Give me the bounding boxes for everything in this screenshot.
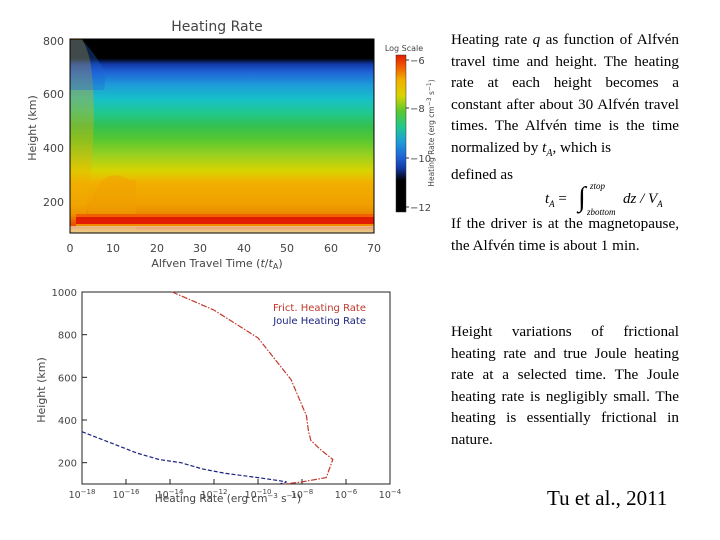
caption-profile: Height variations of frictional heating … <box>451 323 679 448</box>
heatmap-plot-area <box>69 38 375 234</box>
profile-y-tick: 200 <box>58 459 77 470</box>
profile-x-tick: 10−6 <box>335 488 358 501</box>
heatmap-x-tick: 50 <box>280 242 294 255</box>
defined-as: defined as <box>451 166 513 184</box>
profile-y-tick: 800 <box>58 331 77 342</box>
colorbar-title: Log Scale <box>385 44 423 53</box>
profile-x-tick: 10−18 <box>69 488 96 501</box>
joule-heating-curve <box>81 431 287 485</box>
profile-y-axis: Height (km) 1000 800 600 400 200 <box>35 288 87 470</box>
profile-x-axis: Heating Rate (erg cm−3 s−1) 10−18 10−16 10… <box>69 479 402 505</box>
colorbar-label: Heating Rate (erg cm−3 s−1) <box>426 79 436 186</box>
heating-rate-heatmap-figure: Heating Rate 200 400 600 800 Height (km)… <box>26 19 436 271</box>
heating-rate-profile-figure: Height (km) 1000 800 600 400 200 Heating Rat… <box>35 288 402 505</box>
heatmap-peak-band <box>76 217 374 224</box>
profile-x-label: Heating Rate (erg cm−3 s−1) <box>155 492 301 505</box>
profile-x-tick: 10−12 <box>201 488 228 501</box>
legend-frict: Frict. Heating Rate <box>273 303 366 314</box>
heatmap-title: Heating Rate <box>171 19 262 35</box>
profile-x-tick: 10−4 <box>379 488 402 501</box>
profile-y-label: Height (km) <box>35 357 48 423</box>
legend-joule: Joule Heating Rate <box>272 316 366 327</box>
profile-x-tick: 10−10 <box>245 488 272 501</box>
profile-y-tick: 400 <box>58 416 77 427</box>
heatmap-colorbar: Log Scale −6 −8 −10 −12 Heating Rate (er… <box>385 44 436 214</box>
heatmap-x-tick: 0 <box>67 242 74 255</box>
heatmap-x-tick: 10 <box>106 242 120 255</box>
heatmap-x-tick: 40 <box>237 242 251 255</box>
profile-y-tick: 600 <box>58 373 77 384</box>
heatmap-y-tick: 200 <box>43 196 64 209</box>
profile-legend: Frict. Heating Rate Joule Heating Rate <box>272 303 366 327</box>
colorbar-tick: −10 <box>410 154 431 165</box>
heatmap-x-tick: 70 <box>367 242 381 255</box>
heatmap-y-tick: 400 <box>43 142 64 155</box>
heatmap-y-axis: 200 400 600 800 Height (km) <box>26 35 64 209</box>
caption-heatmap: Heating rate q as function of Alfvén tra… <box>451 29 679 186</box>
heatmap-y-label: Height (km) <box>26 95 39 161</box>
colorbar-tick: −12 <box>410 203 431 214</box>
colorbar-tick: −8 <box>410 104 425 115</box>
heatmap-x-label: Alfven Travel Time (t/tA) <box>151 257 282 271</box>
heatmap-x-axis: 0 10 20 30 40 50 60 70 Alfven Travel Tim… <box>67 242 382 271</box>
heatmap-x-tick: 60 <box>324 242 338 255</box>
heatmap-y-tick: 600 <box>43 88 64 101</box>
profile-y-tick: 1000 <box>52 288 77 299</box>
caption-alfven-time: If the driver is at the magnetopause, th… <box>451 215 679 254</box>
colorbar-tick: −6 <box>410 56 425 67</box>
profile-x-tick: 10−14 <box>157 488 184 501</box>
heatmap-x-tick: 20 <box>150 242 164 255</box>
alfven-time-formula: tA = ∫ ztop zbottom dz / VA <box>545 181 663 217</box>
frictional-heating-curve <box>171 291 334 485</box>
integral-sign: ∫ <box>578 182 586 213</box>
profile-x-tick: 10−16 <box>113 488 140 501</box>
heatmap-y-tick: 800 <box>43 35 64 48</box>
colorbar-scale <box>395 54 407 213</box>
citation: Tu et al., 2011 <box>547 486 668 510</box>
profile-series <box>81 291 334 485</box>
heatmap-x-tick: 30 <box>193 242 207 255</box>
profile-x-tick: 10−8 <box>291 488 313 501</box>
